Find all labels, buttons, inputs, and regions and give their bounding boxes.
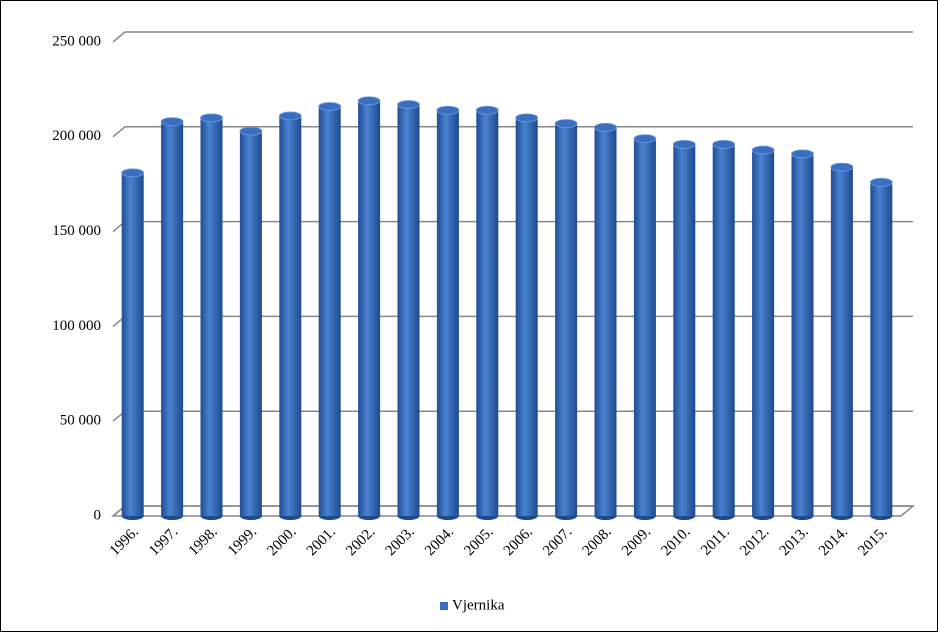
bar bbox=[161, 121, 184, 516]
legend-label: Vjernika bbox=[452, 597, 505, 613]
bar-cap bbox=[672, 139, 696, 149]
bar-cap bbox=[791, 149, 814, 159]
bar bbox=[870, 182, 893, 516]
bar bbox=[121, 172, 144, 516]
bar bbox=[279, 115, 302, 516]
bar-cap bbox=[869, 177, 893, 187]
bar-cap bbox=[633, 134, 657, 144]
bar-cap bbox=[554, 119, 578, 128]
bar bbox=[594, 127, 617, 516]
grid-line-side bbox=[112, 126, 126, 138]
bar bbox=[830, 167, 853, 517]
bar bbox=[476, 110, 499, 517]
bar bbox=[397, 104, 420, 517]
y-tick-label: 200 000 bbox=[52, 128, 101, 144]
bar-cap bbox=[515, 113, 539, 123]
y-tick-label: 0 bbox=[94, 507, 102, 523]
y-tick-label: 100 000 bbox=[52, 318, 101, 334]
bar bbox=[633, 138, 656, 517]
bar-cap bbox=[357, 96, 381, 106]
legend-swatch bbox=[440, 602, 448, 610]
grid-line-side bbox=[112, 31, 126, 43]
bar bbox=[791, 153, 814, 516]
bar-cap bbox=[751, 145, 775, 155]
bar bbox=[200, 117, 223, 516]
bar-cap bbox=[278, 111, 302, 121]
y-tick-label: 250 000 bbox=[52, 33, 101, 49]
bar-cap bbox=[712, 139, 736, 149]
bar bbox=[436, 110, 459, 517]
bar-cap bbox=[830, 162, 854, 172]
bar-cap bbox=[594, 122, 617, 132]
bar bbox=[555, 123, 578, 516]
bar bbox=[712, 144, 735, 516]
bar-cap bbox=[160, 117, 184, 127]
y-tick-label: 150 000 bbox=[52, 223, 101, 239]
bar-cap bbox=[475, 105, 499, 115]
bar bbox=[515, 117, 538, 516]
bar-cap bbox=[397, 100, 420, 109]
bar bbox=[239, 131, 262, 516]
bar-cap bbox=[121, 168, 145, 178]
y-tick-label: 50 000 bbox=[60, 413, 101, 429]
bar bbox=[752, 150, 775, 516]
bar-cap bbox=[200, 113, 223, 123]
bar-cap bbox=[318, 102, 342, 111]
bar-cap bbox=[436, 105, 460, 115]
bar bbox=[673, 144, 696, 516]
bar-cap bbox=[239, 126, 263, 136]
bar bbox=[318, 106, 341, 517]
bar bbox=[358, 100, 381, 516]
